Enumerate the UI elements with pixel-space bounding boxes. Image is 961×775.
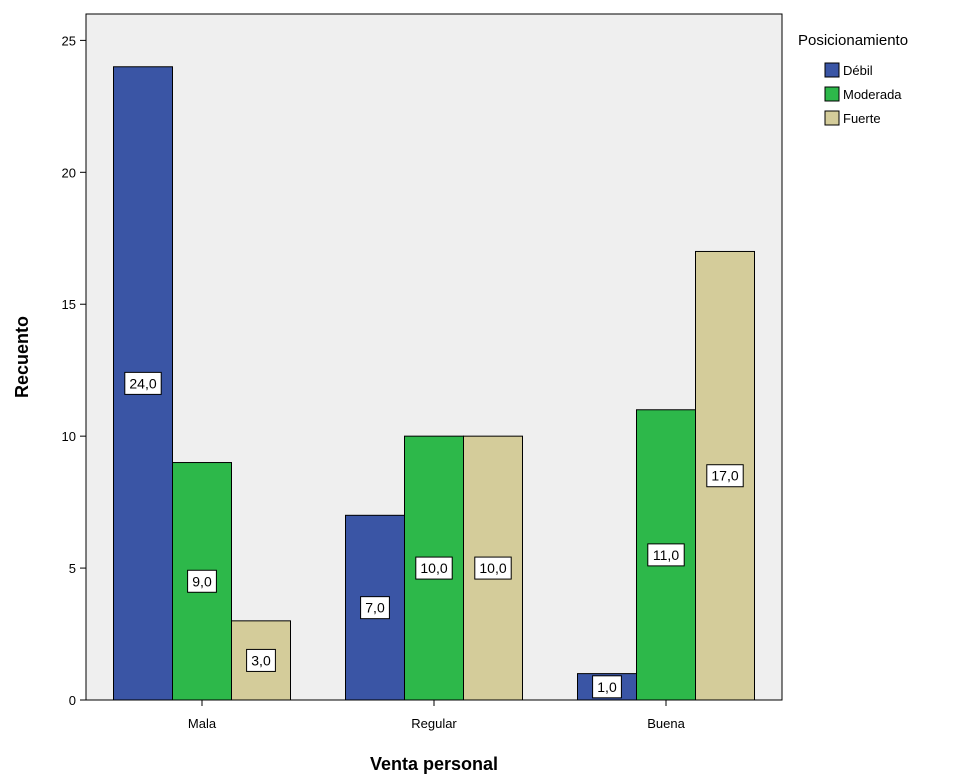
y-tick-label: 15	[62, 297, 76, 312]
data-label: 11,0	[653, 547, 679, 563]
legend-label: Fuerte	[843, 111, 881, 126]
data-label-box	[187, 569, 217, 593]
legend-swatch	[824, 62, 840, 78]
data-label: 17,0	[711, 468, 738, 484]
y-tick-label: 5	[69, 561, 76, 576]
data-label: 10,0	[420, 560, 447, 576]
data-label: 24,0	[129, 375, 156, 391]
data-label-box	[592, 675, 622, 699]
x-axis: Mala Regular Buena	[188, 700, 686, 731]
data-label: 10,0	[479, 560, 506, 576]
y-tick-label: 25	[62, 33, 76, 48]
data-label: 7,0	[365, 600, 385, 616]
legend-swatch	[824, 110, 840, 126]
legend-title: Posicionamiento	[798, 32, 908, 49]
y-tick-label: 0	[69, 693, 76, 708]
data-label-box	[647, 543, 685, 567]
x-axis-title: Venta personal	[370, 754, 498, 774]
legend-label: Débil	[843, 63, 873, 78]
x-tick-label: Mala	[188, 716, 217, 731]
data-label-box	[706, 464, 744, 488]
data-label-box	[474, 556, 512, 580]
y-axis-title: Recuento	[12, 316, 32, 398]
bar	[345, 514, 405, 701]
y-tick-label: 20	[62, 165, 76, 180]
x-tick-label: Regular	[411, 716, 457, 731]
legend: Posicionamiento Débil Moderada Fuerte	[798, 32, 908, 126]
y-tick-label: 10	[62, 429, 76, 444]
data-label: 3,0	[251, 652, 271, 668]
data-label: 9,0	[192, 573, 212, 589]
bar-labels: 24,0 9,0 3,0 7,0 10,0 10,0 1,0 11,0 17,0	[124, 371, 744, 699]
x-tick-label: Buena	[647, 716, 685, 731]
y-axis: 0 5 10 15 20 25	[62, 33, 86, 708]
data-label-box	[124, 371, 162, 395]
data-label-box	[415, 556, 453, 580]
legend-label: Moderada	[843, 87, 902, 102]
data-label-box	[246, 648, 276, 672]
data-label: 1,0	[597, 679, 617, 695]
legend-swatch	[824, 86, 840, 102]
data-label-box	[360, 596, 390, 620]
